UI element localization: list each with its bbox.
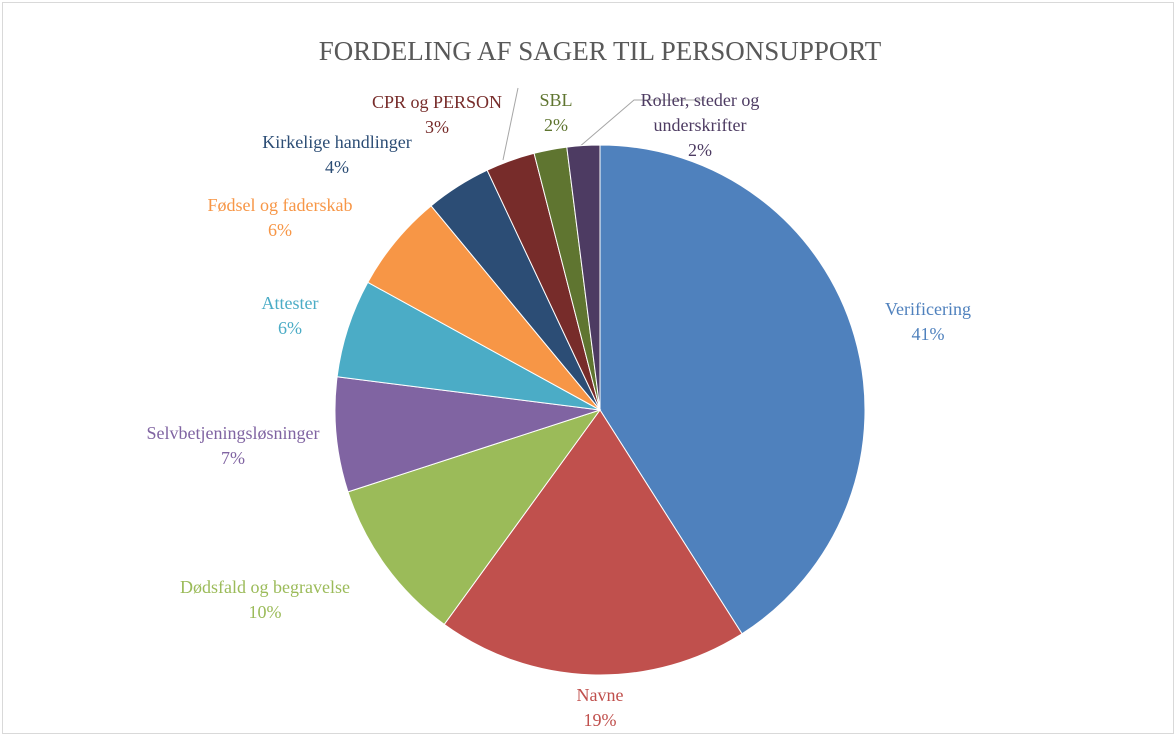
label-name: Dødsfald og begravelse	[180, 577, 350, 597]
label-value: 19%	[583, 710, 617, 730]
label-name: Selvbetjeningsløsninger	[146, 423, 320, 443]
label-value: 41%	[911, 324, 945, 344]
pie-slice	[599, 144, 866, 635]
label-value: 10%	[248, 602, 282, 622]
data-label: Roller, steder og underskrifter 2%	[610, 88, 790, 163]
pie-slice	[334, 376, 601, 493]
pie-slice	[443, 409, 743, 676]
label-name: SBL	[539, 90, 573, 110]
label-value: 6%	[278, 318, 302, 338]
label-name: CPR og PERSON	[371, 92, 503, 112]
pie-slice	[347, 409, 602, 626]
data-label: SBL 2%	[506, 88, 606, 138]
data-label: CPR og PERSON 3%	[337, 90, 537, 140]
leader-line	[502, 87, 519, 161]
data-label: Selvbetjeningsløsninger 7%	[103, 421, 363, 471]
pie-slice	[566, 144, 601, 411]
label-name: Roller, steder og underskrifter	[640, 90, 760, 135]
label-name: Navne	[576, 685, 624, 705]
label-name: Kirkelige handlinger	[262, 132, 412, 152]
data-label: Dødsfald og begravelse 10%	[135, 575, 395, 625]
label-value: 2%	[544, 115, 568, 135]
chart-title: FORDELING AF SAGER TIL PERSONSUPPORT	[318, 36, 882, 66]
label-value: 3%	[425, 117, 449, 137]
label-name: Fødsel og faderskab	[207, 195, 353, 215]
label-value: 6%	[268, 220, 292, 240]
label-value: 2%	[688, 140, 712, 160]
label-name: Verificering	[885, 299, 971, 319]
data-label: Verificering 41%	[828, 297, 1028, 347]
leader-line	[577, 99, 705, 149]
label-name: Attester	[261, 293, 319, 313]
data-label: Kirkelige handlinger 4%	[217, 130, 457, 180]
data-label: Navne 19%	[500, 683, 700, 733]
label-value: 7%	[221, 448, 245, 468]
data-label: Fødsel og faderskab 6%	[160, 193, 400, 243]
label-value: 4%	[325, 157, 349, 177]
data-label: Attester 6%	[190, 291, 390, 341]
